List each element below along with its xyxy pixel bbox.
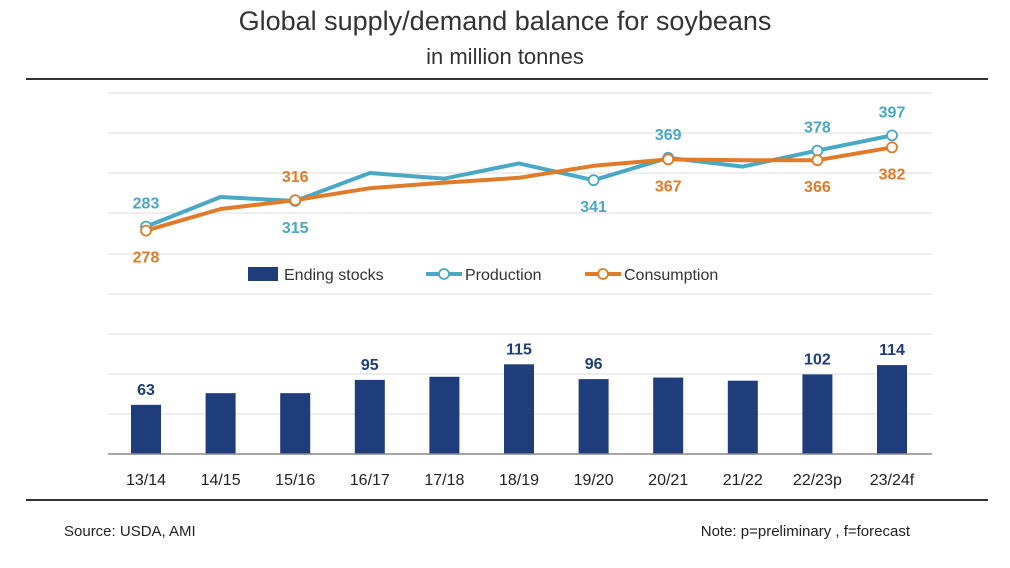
- legend-consumption-swatch-marker: [597, 268, 609, 280]
- production-marker: [811, 144, 824, 157]
- chart-subtitle: in million tonnes: [426, 44, 584, 69]
- production-marker: [587, 174, 600, 187]
- production-data-label: 369: [655, 127, 682, 144]
- bottom-divider: [26, 499, 988, 501]
- source-note: Source: USDA, AMI: [64, 523, 196, 540]
- production-data-label: 341: [580, 199, 607, 216]
- ending-stocks-bar: [802, 374, 833, 454]
- ending-stocks-bar: [429, 376, 460, 454]
- ending-stocks-bar: [131, 404, 161, 454]
- x-tick-label: 23/24f: [870, 472, 915, 489]
- consumption-marker: [140, 224, 152, 237]
- bar-data-label: 96: [585, 356, 603, 373]
- production-data-label: 397: [879, 104, 906, 121]
- ending-stocks-bar: [653, 377, 684, 454]
- ending-stocks-bar: [504, 364, 534, 454]
- consumption-line: [145, 145, 893, 233]
- production-data-label: 315: [282, 220, 309, 237]
- production-marker: [886, 129, 898, 142]
- consumption-data-label: 316: [282, 169, 309, 186]
- x-tick-label: 18/19: [499, 472, 539, 489]
- bar-data-label: 63: [137, 382, 155, 399]
- bar-data-label: 95: [361, 357, 379, 374]
- consumption-marker: [886, 141, 898, 154]
- consumption-data-label: 367: [655, 178, 682, 195]
- ending-stocks-bar: [578, 379, 609, 454]
- x-tick-label: 21/22: [723, 472, 763, 489]
- consumption-marker: [811, 154, 824, 167]
- x-tick-label: 15/16: [275, 472, 315, 489]
- legend-consumption-label: Consumption: [624, 267, 718, 284]
- x-tick-label: 17/18: [424, 472, 464, 489]
- legend-production-swatch-marker: [438, 268, 450, 280]
- bar-data-label: 114: [879, 342, 905, 359]
- consumption-marker: [662, 153, 675, 166]
- bar-data-label: 102: [804, 351, 831, 368]
- production-data-label: 378: [804, 120, 831, 137]
- consumption-data-label: 278: [133, 250, 160, 267]
- consumption-data-label: 382: [879, 166, 906, 183]
- top-divider: [26, 78, 988, 80]
- forecast-note: Note: p=preliminary , f=forecast: [700, 523, 910, 540]
- x-tick-label: 20/21: [648, 472, 688, 489]
- x-tick-label: 16/17: [350, 472, 390, 489]
- legend-ending-stocks-swatch: [248, 267, 278, 281]
- ending-stocks-bar: [280, 393, 311, 454]
- x-tick-label: 22/23p: [793, 472, 842, 489]
- ending-stocks-bar: [354, 379, 385, 454]
- legend-production-label: Production: [465, 267, 542, 284]
- x-tick-label: 14/15: [201, 472, 241, 489]
- chart-title: Global supply/demand balance for soybean…: [238, 6, 772, 36]
- consumption-marker: [289, 194, 302, 207]
- legend-ending-stocks-label: Ending stocks: [284, 267, 384, 284]
- consumption-data-label: 366: [804, 179, 831, 196]
- x-tick-label: 13/14: [126, 472, 166, 489]
- ending-stocks-bar: [877, 365, 907, 454]
- ending-stocks-bar: [205, 393, 236, 454]
- production-data-label: 283: [133, 196, 160, 213]
- x-tick-label: 19/20: [574, 472, 614, 489]
- ending-stocks-bar: [727, 380, 758, 454]
- bar-data-label: 115: [506, 341, 532, 358]
